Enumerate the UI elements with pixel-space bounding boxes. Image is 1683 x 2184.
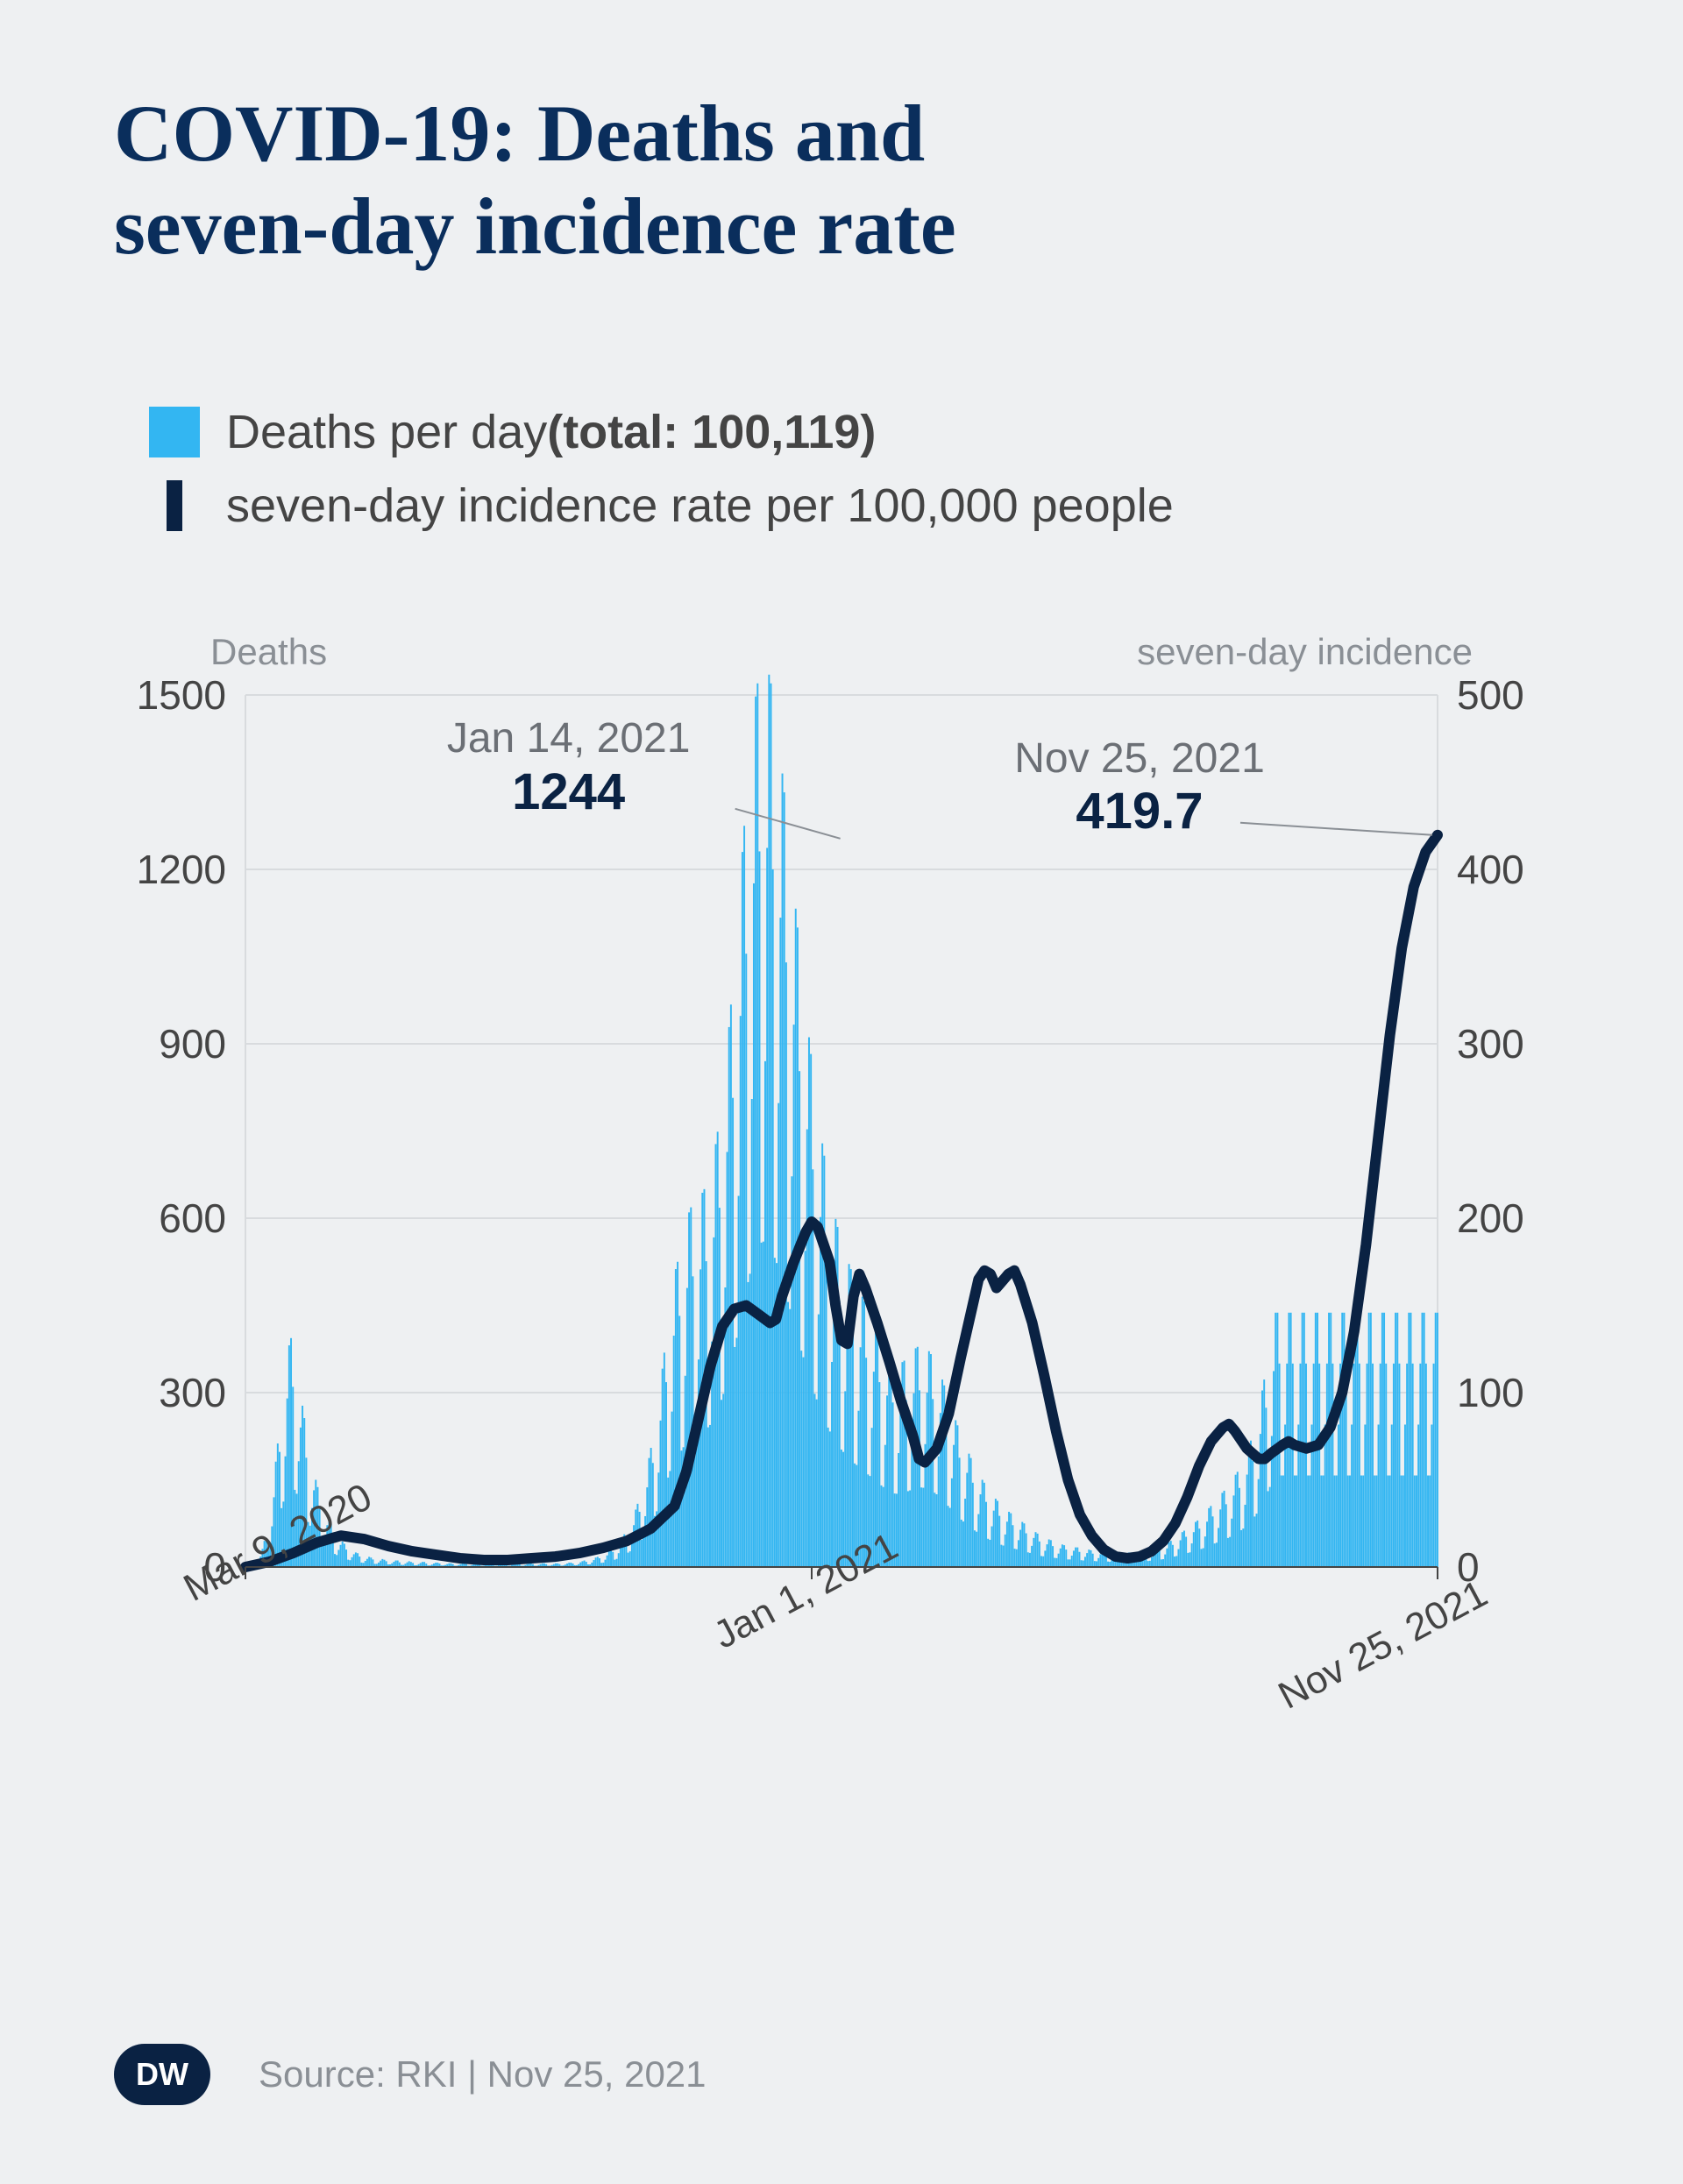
dw-logo-text: DW <box>136 2056 188 2093</box>
title-line-1: COVID-19: Deaths and <box>114 89 925 178</box>
svg-text:100: 100 <box>1457 1370 1524 1415</box>
source-text: Source: RKI | Nov 25, 2021 <box>259 2053 707 2095</box>
svg-text:Jan 14, 2021: Jan 14, 2021 <box>447 714 691 761</box>
svg-text:1200: 1200 <box>137 847 226 892</box>
legend-incidence-label: seven-day incidence rate per 100,000 peo… <box>226 479 1174 533</box>
svg-text:seven-day incidence: seven-day incidence <box>1137 631 1473 672</box>
legend-row-incidence: seven-day incidence rate per 100,000 peo… <box>149 479 1569 533</box>
legend-swatch-line-icon <box>167 480 182 531</box>
svg-text:500: 500 <box>1457 672 1524 718</box>
svg-text:419.7: 419.7 <box>1076 782 1203 839</box>
svg-text:600: 600 <box>159 1195 226 1241</box>
legend: Deaths per day (total: 100,119) seven-da… <box>149 405 1569 533</box>
svg-text:300: 300 <box>1457 1021 1524 1067</box>
svg-text:200: 200 <box>1457 1195 1524 1241</box>
svg-text:400: 400 <box>1457 847 1524 892</box>
chart-svg: Deathsseven-day incidence030060090012001… <box>114 612 1569 1795</box>
chart-area: Deathsseven-day incidence030060090012001… <box>114 612 1569 1795</box>
svg-text:Nov 25, 2021: Nov 25, 2021 <box>1272 1571 1495 1717</box>
dw-logo-icon: DW <box>114 2044 210 2105</box>
svg-text:900: 900 <box>159 1021 226 1067</box>
legend-deaths-total: (total: 100,119) <box>547 405 876 459</box>
svg-text:Deaths: Deaths <box>210 631 327 672</box>
footer: DW Source: RKI | Nov 25, 2021 <box>114 2044 707 2105</box>
legend-row-deaths: Deaths per day (total: 100,119) <box>149 405 1569 459</box>
svg-text:300: 300 <box>159 1370 226 1415</box>
svg-text:1244: 1244 <box>512 762 625 819</box>
svg-text:Nov 25, 2021: Nov 25, 2021 <box>1014 734 1265 781</box>
legend-swatch-bar-icon <box>149 407 200 457</box>
title-line-2: seven-day incidence rate <box>114 181 956 271</box>
svg-text:1500: 1500 <box>137 672 226 718</box>
legend-deaths-label: Deaths per day <box>226 405 547 459</box>
chart-title: COVID-19: Deaths and seven-day incidence… <box>114 88 1569 273</box>
